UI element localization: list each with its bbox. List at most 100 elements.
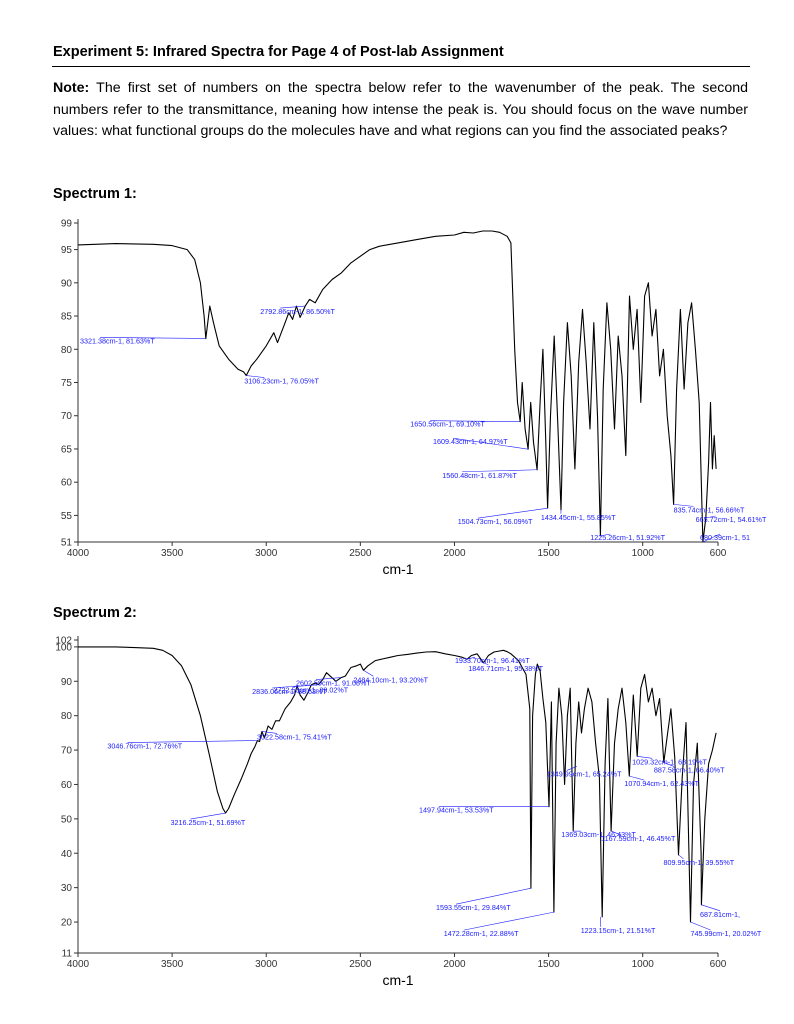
x-tick-label: 1500 [537,548,560,559]
x-tick-label: 2500 [349,548,372,559]
peak-annotation: 1472.28cm-1, 22.88%T [444,929,519,938]
peak-annotation: 2792.86cm-1, 86.50%T [260,307,335,316]
page-heading: Experiment 5: Infrared Spectra for Page … [53,44,504,60]
peak-leader-line [293,684,319,687]
x-axis-label: cm-1 [382,561,413,577]
x-tick-label: 3500 [161,959,184,970]
peak-leader-line [190,812,226,820]
peak-annotation: 835.74cm-1, 56.66%T [674,505,745,514]
peak-leader-line [629,775,645,781]
y-tick-label: 80 [61,711,73,722]
y-tick-label: 51 [61,538,73,549]
peak-leader-line [705,515,716,519]
y-tick-label: 102 [55,636,72,647]
note-label: Note: [53,80,90,96]
y-tick-label: 90 [61,278,73,289]
peak-leader-line [702,533,721,543]
peak-leader-line [477,507,548,519]
x-tick-label: 1000 [632,548,655,559]
peak-leader-line [99,337,206,339]
peak-leader-line [701,904,721,912]
x-tick-label: 2500 [349,959,372,970]
peak-annotation: 3106.23cm-1, 76.05%T [244,377,319,386]
spectrum-trace [77,230,717,543]
y-tick-label: 100 [55,642,72,653]
peak-annotation: 809.95cm-1, 39.55%T [663,858,734,867]
peak-annotation: 3022.58cm-1, 75.41%T [257,732,332,741]
spectrum-1-title: Spectrum 1: [53,186,137,202]
y-tick-label: 60 [61,780,73,791]
peak-annotation: 1933.70cm-1, 96.41%T [455,656,530,665]
peak-leader-line [452,437,529,450]
y-tick-label: 75 [61,378,73,389]
peak-annotation: 1609.43cm-1, 64.97%T [433,437,508,446]
peak-annotation: 1070.94cm-1, 62.43%T [624,779,699,788]
peak-annotation: 1504.73cm-1, 56.09%T [458,517,533,526]
peak-annotation: 887.58cm-1, 66.40%T [654,765,725,774]
peak-leader-line [462,469,538,473]
peak-leader-line [246,375,265,378]
y-tick-label: 95 [61,245,73,256]
heading-divider [52,66,750,67]
y-tick-label: 80 [61,345,73,356]
peak-leader-line [127,740,258,743]
x-tick-label: 2000 [443,959,466,970]
peak-annotation: 1650.56cm-1, 69.10%T [410,420,485,429]
x-tick-label: 3500 [161,548,184,559]
peak-leader-line [663,762,674,767]
peak-annotation: 1846.71cm-1, 95.38%T [468,664,543,673]
y-tick-label: 90 [61,677,73,688]
x-tick-label: 4000 [67,959,90,970]
spectrum-2-title: Spectrum 2: [53,605,137,621]
peak-leader-line [466,656,476,660]
peak-leader-line [272,685,298,689]
y-tick-label: 60 [61,478,73,489]
peak-leader-line [463,911,554,931]
x-tick-label: 3000 [255,548,278,559]
peak-leader-line [261,731,278,734]
y-tick-label: 55 [61,511,73,522]
peak-leader-line [678,854,684,860]
peak-annotation: 1225.26cm-1, 51.92%T [590,533,665,542]
x-tick-label: 1500 [537,959,560,970]
peak-leader-line [363,670,374,677]
peak-leader-line [316,677,342,680]
peak-annotation: 2484.10cm-1, 93.20%T [353,675,428,684]
peak-annotation: 3216.25cm-1, 51.69%T [171,818,246,827]
y-tick-label: 20 [61,918,73,929]
x-axis-label: cm-1 [382,972,413,988]
peak-annotation: 2602.59cm-1, 91.08%T [296,679,371,688]
peak-annotation: 2836.06cm-1, 88.63%T [252,687,327,696]
peak-annotation: 1593.55cm-1, 29.84%T [436,903,511,912]
peak-annotation: 1223.15cm-1, 21.51%T [581,926,656,935]
x-tick-label: 2000 [443,548,466,559]
peak-leader-line [600,533,611,537]
peak-leader-line [430,420,521,423]
peak-annotation: 3321.38cm-1, 81.63%T [80,336,155,345]
peak-annotation: 2722.53cm-1, 89.02%T [273,686,348,695]
y-tick-label: 65 [61,444,73,455]
peak-leader-line [690,921,711,931]
peak-annotation: 1369.03cm-1, 46.43%T [561,830,636,839]
peak-leader-line [455,887,532,905]
peak-annotation: 1029.32cm-1, 68.19%T [632,757,707,766]
y-tick-label: 40 [61,849,73,860]
y-tick-label: 11 [62,949,73,960]
peak-annotation: 665.72cm-1, 54.61%T [696,515,767,524]
peak-annotation: 1349.99cm-1, 65.24%T [547,769,622,778]
y-tick-label: 85 [61,312,73,323]
peak-annotation: 3046.76cm-1, 72.76%T [107,742,182,751]
peak-leader-line [566,766,577,771]
peak-leader-line [611,830,622,836]
x-tick-label: 600 [710,548,727,559]
peak-leader-line [637,755,653,759]
y-tick-label: 70 [61,411,73,422]
peak-leader-line [673,504,694,507]
x-tick-label: 3000 [255,959,278,970]
x-tick-label: 1000 [632,959,655,970]
x-tick-label: 4000 [67,548,90,559]
spectrum-1-chart: 51 55 60 65 70 75 80 85 90 95 99 4000 3500 3000 2500 20… [61,219,767,578]
x-tick-label: 600 [710,959,727,970]
